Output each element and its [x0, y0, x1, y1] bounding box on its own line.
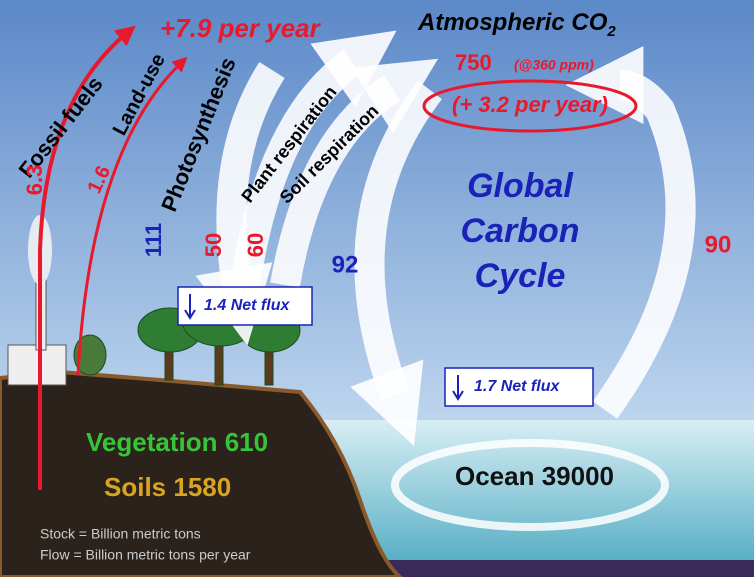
fossil-arrow — [38, 25, 136, 490]
legend-line: Flow = Billion metric tons per year — [40, 547, 251, 563]
flow-value: 6.3 — [22, 165, 47, 196]
flow-value: 60 — [243, 233, 268, 257]
flow-value: 90 — [705, 231, 732, 258]
atmosphere-label: Atmospheric CO — [417, 9, 608, 36]
atmosphere-stock: 750 — [455, 50, 492, 75]
atmosphere-title: Atmospheric CO2 — [417, 9, 616, 40]
change-ring — [422, 79, 638, 133]
atmosphere-note: (@360 ppm) — [514, 57, 594, 73]
net-flux-box: 1.4 Net flux — [177, 286, 313, 326]
atmosphere-change: (+ 3.2 per year) — [452, 92, 608, 117]
net-flux-label: 1.4 Net flux — [204, 297, 290, 314]
flow-value: 111 — [141, 223, 166, 257]
photosynthesis-arrow — [195, 61, 285, 346]
center-label: Carbon — [461, 212, 580, 250]
ocean-uptake-arrow — [350, 80, 442, 447]
soil-respiration-arrow — [270, 58, 439, 288]
flow-value: 50 — [201, 233, 226, 257]
legend-line: Stock = Billion metric tons — [40, 526, 201, 542]
net-flux-label: 1.7 Net flux — [474, 378, 560, 395]
land — [0, 369, 406, 579]
human-rate: +7.9 per year — [160, 13, 322, 43]
center-label: Cycle — [475, 257, 566, 295]
vegetation-stock: Vegetation 610 — [86, 427, 268, 457]
center-label: Global — [467, 167, 574, 205]
ocean-cycle-arrow — [391, 439, 669, 531]
subscript: 2 — [606, 23, 616, 40]
ocean-stock: Ocean 39000 — [455, 461, 614, 491]
plant-respiration-arrow — [230, 30, 397, 288]
net-flux-box: 1.7 Net flux — [444, 367, 594, 407]
flow-value: 92 — [332, 251, 359, 278]
soils-stock: Soils 1580 — [104, 472, 231, 502]
land-use-arrow — [76, 56, 188, 376]
ocean-release-arrow — [565, 46, 696, 419]
